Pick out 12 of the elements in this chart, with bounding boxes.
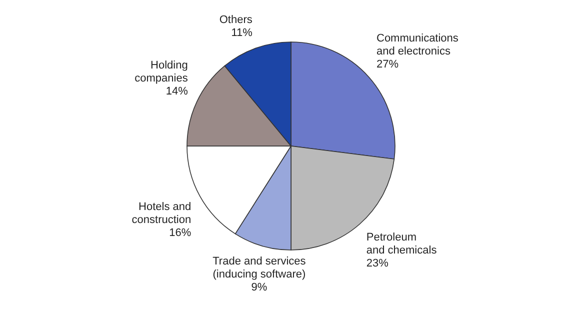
slice-label: Petroleum and chemicals — [366, 231, 438, 256]
slice-label: Hotels and construction — [132, 200, 192, 226]
data-label: 23% — [366, 257, 389, 270]
slice-label: Holding companies — [134, 59, 188, 84]
slice-label: Communications and electronics — [376, 32, 459, 58]
data-label: 11% — [231, 26, 253, 39]
data-label: 16% — [169, 226, 192, 239]
slice-label: Trade and services (inducing software) — [212, 255, 306, 280]
data-label: 27% — [376, 58, 399, 71]
data-label: 9% — [251, 281, 268, 294]
slice-label: Others — [219, 14, 253, 26]
data-label: 14% — [166, 85, 188, 98]
